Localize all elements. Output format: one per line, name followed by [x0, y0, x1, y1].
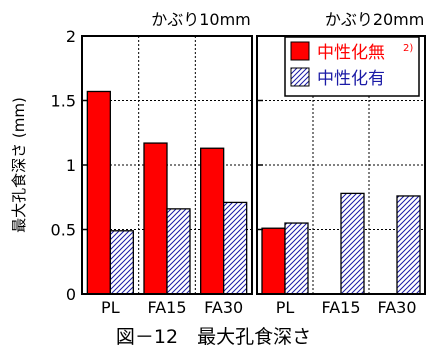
bar-neutralization-present-pl	[284, 222, 309, 295]
legend-note: 2)	[403, 43, 413, 54]
bar-neutralization-none-pl	[261, 227, 286, 295]
legend-swatch-neutralization-none	[290, 41, 310, 61]
x-tick-label: PL	[276, 298, 295, 317]
bar-neutralization-none-fa15	[143, 142, 168, 295]
y-tick-label: 0	[66, 285, 76, 304]
figure-caption: 図－12 最大孔食深さ	[115, 326, 312, 348]
bar-neutralization-present-fa30	[223, 201, 248, 295]
bar-neutralization-present-fa15	[166, 208, 191, 295]
legend-label-neutralization-none: 中性化無	[317, 43, 385, 63]
legend-label-neutralization-present: 中性化有	[317, 69, 385, 89]
y-tick-label: 2	[66, 27, 76, 46]
x-tick-label: FA15	[147, 298, 186, 317]
x-tick-label: PL	[101, 298, 120, 317]
pitting-depth-chart: PL FA15 FA30 かぶり10mm PL FA15 FA30 かぶり20mm 0 0.5 1 1…	[10, 10, 426, 317]
x-tick-label: FA15	[321, 298, 360, 317]
bar-neutralization-present-fa30	[396, 195, 421, 295]
legend-swatch-neutralization-present	[290, 67, 310, 87]
x-tick-label: FA30	[204, 298, 243, 317]
bar-neutralization-present-pl	[109, 230, 134, 295]
y-tick-label: 1	[66, 156, 76, 175]
bar-neutralization-present-fa15	[340, 192, 365, 295]
bar-neutralization-none-pl	[86, 90, 111, 295]
y-tick-label: 1.5	[51, 92, 76, 111]
y-axis-label: 最大孔食深さ (mm)	[10, 97, 28, 233]
x-tick-label: FA30	[377, 298, 416, 317]
bar-neutralization-none-fa30	[200, 147, 225, 295]
panel-title: かぶり20mm	[325, 10, 425, 29]
panel-title: かぶり10mm	[151, 10, 251, 29]
y-tick-label: 0.5	[51, 221, 76, 240]
legend: 中性化無 2) 中性化有	[284, 36, 420, 97]
